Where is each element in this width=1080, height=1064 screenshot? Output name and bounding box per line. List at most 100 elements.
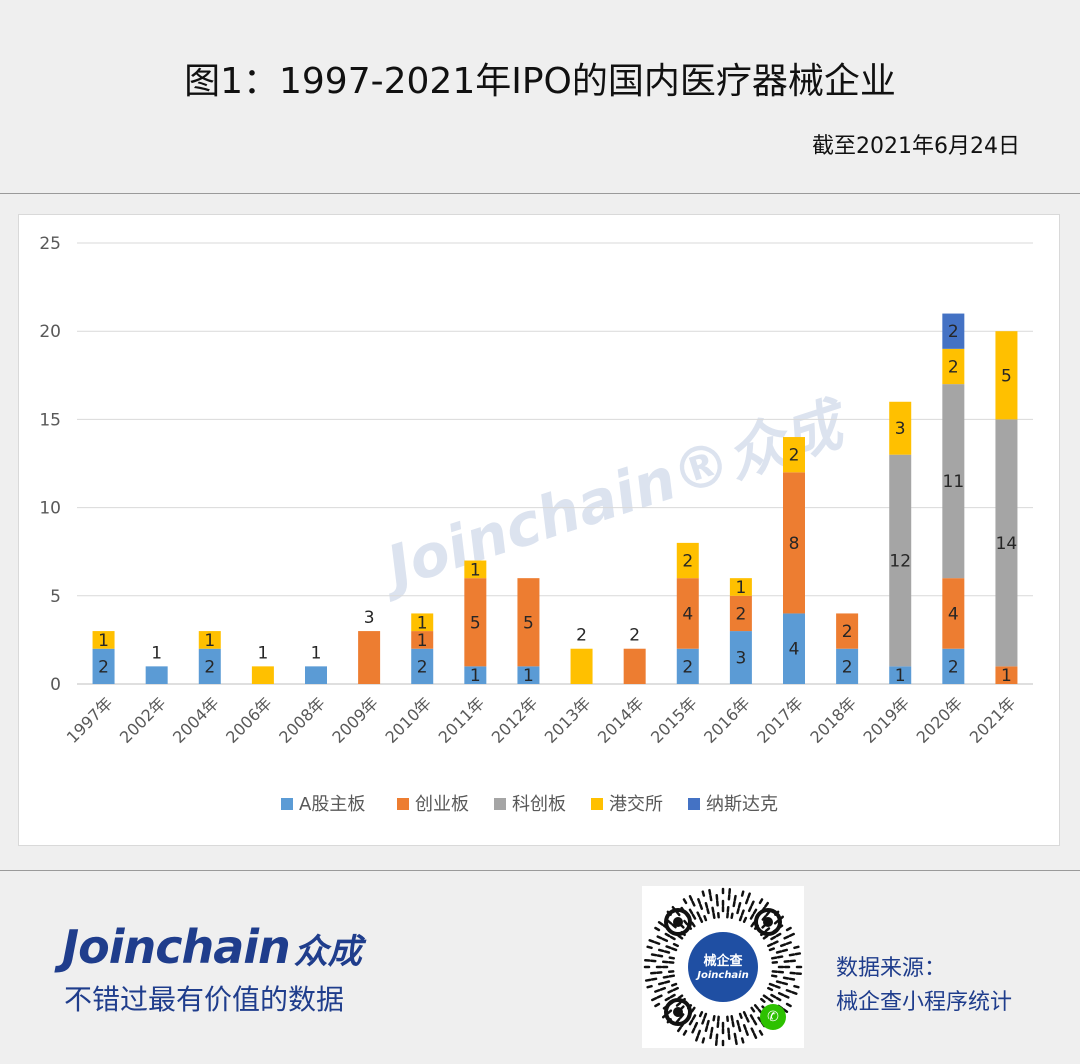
brand-logo: Joinchain 众成 bbox=[62, 920, 362, 974]
legend-swatch bbox=[397, 798, 409, 810]
x-tick-label: 2018年 bbox=[806, 693, 860, 747]
bar-segment bbox=[995, 666, 1018, 684]
as-of-date: 截至2021年6月24日 bbox=[812, 134, 1020, 159]
bar-segment bbox=[783, 437, 805, 473]
y-tick-label: 5 bbox=[50, 587, 61, 607]
x-tick-label: 1997年 bbox=[63, 693, 117, 747]
bar-segment bbox=[145, 666, 168, 684]
x-tick-label: 2008年 bbox=[275, 693, 329, 747]
data-label: 1 bbox=[417, 631, 428, 651]
bar-segment bbox=[305, 666, 327, 684]
divider-bottom bbox=[0, 870, 1080, 871]
bar-segment bbox=[623, 648, 646, 684]
data-label: 12 bbox=[889, 552, 911, 572]
data-label: 1 bbox=[151, 643, 162, 663]
brand-chinese: 众成 bbox=[293, 932, 362, 972]
qr-sub: Joinchain bbox=[697, 970, 749, 981]
x-tick-label: 2015年 bbox=[647, 693, 701, 747]
bar-segment bbox=[889, 454, 912, 667]
bar-segment bbox=[411, 631, 434, 649]
bar-segment bbox=[251, 666, 274, 684]
x-tick-label: 2013年 bbox=[541, 693, 595, 747]
legend-swatch bbox=[591, 798, 603, 810]
data-label: 5 bbox=[523, 613, 534, 633]
data-label: 1 bbox=[470, 560, 481, 580]
bar-segment bbox=[783, 613, 805, 684]
data-label: 2 bbox=[98, 657, 109, 677]
page-title: 图1：1997-2021年IPO的国内医疗器械企业 bbox=[184, 61, 896, 102]
brand-latin: Joinchain bbox=[62, 920, 291, 974]
legend-label: 创业板 bbox=[415, 794, 469, 815]
bar-segment bbox=[783, 472, 805, 614]
bar-segment bbox=[464, 578, 487, 667]
legend-label: 科创板 bbox=[512, 794, 566, 815]
bar-segment bbox=[942, 348, 965, 385]
source-title: 数据来源： bbox=[836, 956, 947, 981]
legend-swatch bbox=[281, 798, 293, 810]
data-label: 2 bbox=[576, 626, 587, 646]
y-tick-label: 10 bbox=[39, 499, 61, 519]
data-label: 4 bbox=[682, 604, 693, 624]
bar-segment bbox=[570, 648, 593, 684]
bar-segment bbox=[942, 648, 965, 684]
x-tick-label: 2016年 bbox=[700, 693, 754, 747]
stacked-bar-chart: Joinchain®众成0510152025211997年12002年21200… bbox=[39, 234, 1033, 815]
brand-slogan: 不错过最有价值的数据 bbox=[64, 983, 345, 1016]
data-label: 2 bbox=[948, 657, 959, 677]
bar-segment bbox=[198, 648, 221, 684]
bar-segment bbox=[995, 331, 1018, 420]
data-label: 11 bbox=[943, 472, 965, 492]
data-label: 2 bbox=[842, 622, 853, 642]
x-tick-label: 2019年 bbox=[859, 693, 913, 747]
bar-segment bbox=[676, 578, 699, 649]
bar-segment bbox=[836, 648, 859, 684]
data-label: 1 bbox=[311, 643, 322, 663]
bar-segment bbox=[889, 401, 912, 455]
bar-segment bbox=[942, 384, 965, 579]
y-tick-label: 15 bbox=[39, 410, 61, 430]
x-tick-label: 2021年 bbox=[966, 693, 1020, 747]
bar-segment bbox=[92, 648, 115, 684]
bar-segment bbox=[92, 631, 115, 649]
data-label: 2 bbox=[629, 626, 640, 646]
bar-segment bbox=[729, 631, 752, 684]
data-label: 1 bbox=[417, 613, 428, 633]
data-label: 5 bbox=[1001, 366, 1012, 386]
data-label: 1 bbox=[735, 578, 746, 598]
x-tick-label: 2006年 bbox=[222, 693, 276, 747]
bar-segment bbox=[411, 613, 434, 632]
data-label: 1 bbox=[523, 666, 534, 686]
data-label: 2 bbox=[842, 657, 853, 677]
data-label: 4 bbox=[948, 604, 959, 624]
data-label: 1 bbox=[895, 666, 906, 686]
bar-segment bbox=[676, 542, 699, 579]
bar-segment bbox=[942, 578, 965, 649]
data-label: 2 bbox=[735, 604, 746, 624]
x-tick-label: 2004年 bbox=[169, 693, 223, 747]
legend-label: A股主板 bbox=[299, 794, 365, 815]
bar-segment bbox=[464, 666, 487, 684]
data-label: 2 bbox=[682, 552, 693, 572]
data-label: 1 bbox=[1001, 666, 1012, 686]
data-label: 5 bbox=[470, 613, 481, 633]
data-label: 14 bbox=[996, 534, 1018, 554]
data-label: 4 bbox=[789, 640, 800, 660]
bar-segment bbox=[995, 419, 1018, 667]
bar-segment bbox=[676, 648, 699, 684]
x-tick-label: 2009年 bbox=[328, 693, 382, 747]
legend-swatch bbox=[688, 798, 700, 810]
bar-segment bbox=[517, 666, 540, 684]
data-label: 2 bbox=[789, 446, 800, 466]
bar-segment bbox=[729, 578, 752, 596]
x-tick-label: 2014年 bbox=[594, 693, 648, 747]
qr-code[interactable]: 械企查 Joinchain ✆ bbox=[642, 886, 804, 1048]
bar-segment bbox=[942, 313, 965, 349]
data-label: 3 bbox=[364, 608, 375, 628]
chart-panel: Joinchain®众成 0 5 10 15 20 25 2 1 1997年 1 2002年 2 1 200… bbox=[18, 214, 1060, 846]
x-tick-label: 2010年 bbox=[381, 693, 435, 747]
y-tick-label: 25 bbox=[39, 234, 61, 254]
data-label: 3 bbox=[895, 419, 906, 439]
wechat-icon: ✆ bbox=[760, 1004, 786, 1030]
bar-segment bbox=[889, 666, 912, 684]
x-tick-label: 2011年 bbox=[435, 693, 489, 747]
